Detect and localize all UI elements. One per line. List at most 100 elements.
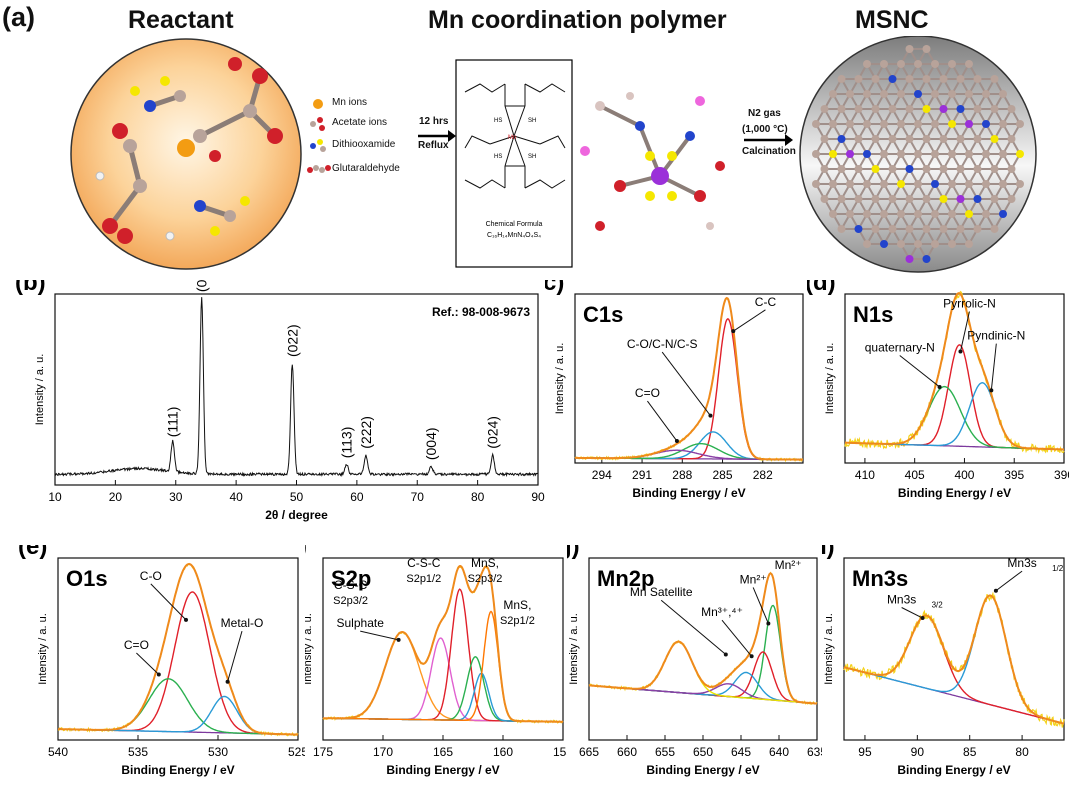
lattice-atom (880, 90, 888, 98)
lattice-atom (854, 225, 863, 233)
spectrum-label: N1s (853, 302, 893, 327)
lattice-atom (956, 165, 965, 173)
lattice-atom (880, 180, 888, 188)
lattice-atom (999, 180, 1007, 188)
lattice-atom (863, 120, 871, 128)
lattice-atom (990, 75, 999, 83)
peak-annotation: Mn²⁺ (775, 558, 802, 572)
lattice-atom (973, 135, 982, 143)
fit-envelope (323, 564, 563, 723)
spectrum-label: Mn3s (852, 566, 908, 591)
peak-annotation: Mn Satellite (630, 585, 693, 599)
lattice-atom (999, 150, 1007, 158)
lattice-atom (1007, 195, 1016, 203)
lattice-atom (965, 90, 973, 98)
lattice-atom (965, 210, 973, 218)
x-tick-label: 10 (48, 490, 62, 504)
scheme-graphics: HS SH HS SH Mn Chemical Formula C₁₆H₁₄Mn… (70, 36, 1037, 273)
acetate-ions-icon (310, 117, 325, 131)
struct-sh-1: SH (528, 118, 536, 124)
legend-mn-ions: Mn ions (332, 97, 368, 108)
lattice-atom (973, 75, 982, 83)
arrow2-gas: N2 gas (748, 108, 781, 119)
lattice-atom (990, 105, 999, 113)
lattice-atom (863, 240, 871, 248)
x-tick-label: 90 (531, 490, 545, 504)
lattice-atom (871, 105, 880, 113)
lattice-atom (939, 225, 948, 233)
x-tick-label: 155 (553, 745, 567, 759)
lattice-atom (905, 135, 914, 143)
arrow-head (993, 588, 998, 593)
x-axis-label: Binding Energy / eV (897, 763, 1010, 777)
graphene-lattice (812, 45, 1024, 263)
x-axis-label: 2θ / degree (265, 508, 328, 522)
lattice-atom (939, 75, 948, 83)
x-tick-label: 665 (579, 745, 599, 759)
lattice-atom (922, 165, 931, 173)
mns-32-label: S2p3/2 (468, 573, 503, 585)
arrow-head (958, 349, 963, 354)
lattice-atom (837, 135, 846, 143)
lattice-atom (982, 180, 990, 188)
lattice-atom (956, 195, 965, 203)
x-tick-label: 410 (855, 468, 875, 482)
lattice-atom (956, 75, 965, 83)
lattice-atom (939, 105, 948, 113)
fit-component (575, 431, 803, 461)
mn3s-chart: 95 90 85 80 Binding Energy / eV Intensity / a… (822, 545, 1065, 777)
lattice-atom (854, 75, 863, 83)
fit-component (843, 594, 1065, 725)
fit-envelope (58, 562, 298, 736)
lattice-atom (820, 195, 829, 203)
annotation-arrow (660, 599, 727, 655)
xrd-chart: 10 20 30 40 50 60 70 80 90 2θ / degree Intensity /… (15, 280, 545, 522)
lattice-atom (846, 120, 854, 128)
xrd-line (54, 297, 539, 478)
lattice-atom (931, 180, 939, 188)
legend-acetate-ions: Acetate ions (332, 117, 388, 128)
fit-component (323, 637, 563, 723)
lattice-atom (922, 195, 931, 203)
lattice-atom (914, 240, 922, 248)
lattice-atom (854, 165, 863, 173)
x-tick-label: 645 (731, 745, 751, 759)
peak-annotation: quaternary-N (865, 340, 935, 354)
fit-envelope (588, 572, 818, 705)
arrow-head (749, 654, 754, 659)
x-tick-label: 400 (954, 468, 974, 482)
x-axis-label: Binding Energy / eV (646, 763, 759, 777)
lattice-atom (880, 60, 888, 68)
lattice-atom (854, 195, 863, 203)
peak-annotation: C-S-C (407, 556, 441, 570)
mn-ions-icon (313, 99, 323, 109)
lattice-atom (948, 150, 956, 158)
plot-frame (54, 293, 539, 486)
lattice-atom (880, 240, 888, 248)
lattice-atom (982, 210, 990, 218)
lattice-atom (837, 105, 846, 113)
plot-frame (57, 557, 299, 741)
annotation-arrow (661, 351, 711, 416)
x-tick-label: 288 (672, 468, 692, 482)
x-tick-label: 170 (373, 745, 393, 759)
peak-label: (113) (339, 427, 355, 459)
lattice-atom (854, 105, 863, 113)
chemical-structure (464, 83, 566, 189)
arrow1-reflux: Reflux (418, 140, 449, 151)
x-tick-label: 660 (617, 745, 637, 759)
arrow2-calcination: Calcination (742, 146, 796, 157)
x-axis-label: Binding Energy / eV (121, 763, 234, 777)
fit-envelope (845, 292, 1064, 451)
lattice-atom (948, 60, 956, 68)
fit-component (323, 631, 563, 723)
lattice-atom (948, 180, 956, 188)
plot-frame (574, 293, 804, 464)
lattice-atom (871, 225, 880, 233)
lattice-atom (965, 60, 973, 68)
arrow2-temp: (1,000 °C) (742, 124, 788, 135)
lattice-atom (905, 105, 914, 113)
arrow-head (920, 616, 925, 621)
annotation-arrow (959, 311, 970, 352)
lattice-atom (948, 90, 956, 98)
